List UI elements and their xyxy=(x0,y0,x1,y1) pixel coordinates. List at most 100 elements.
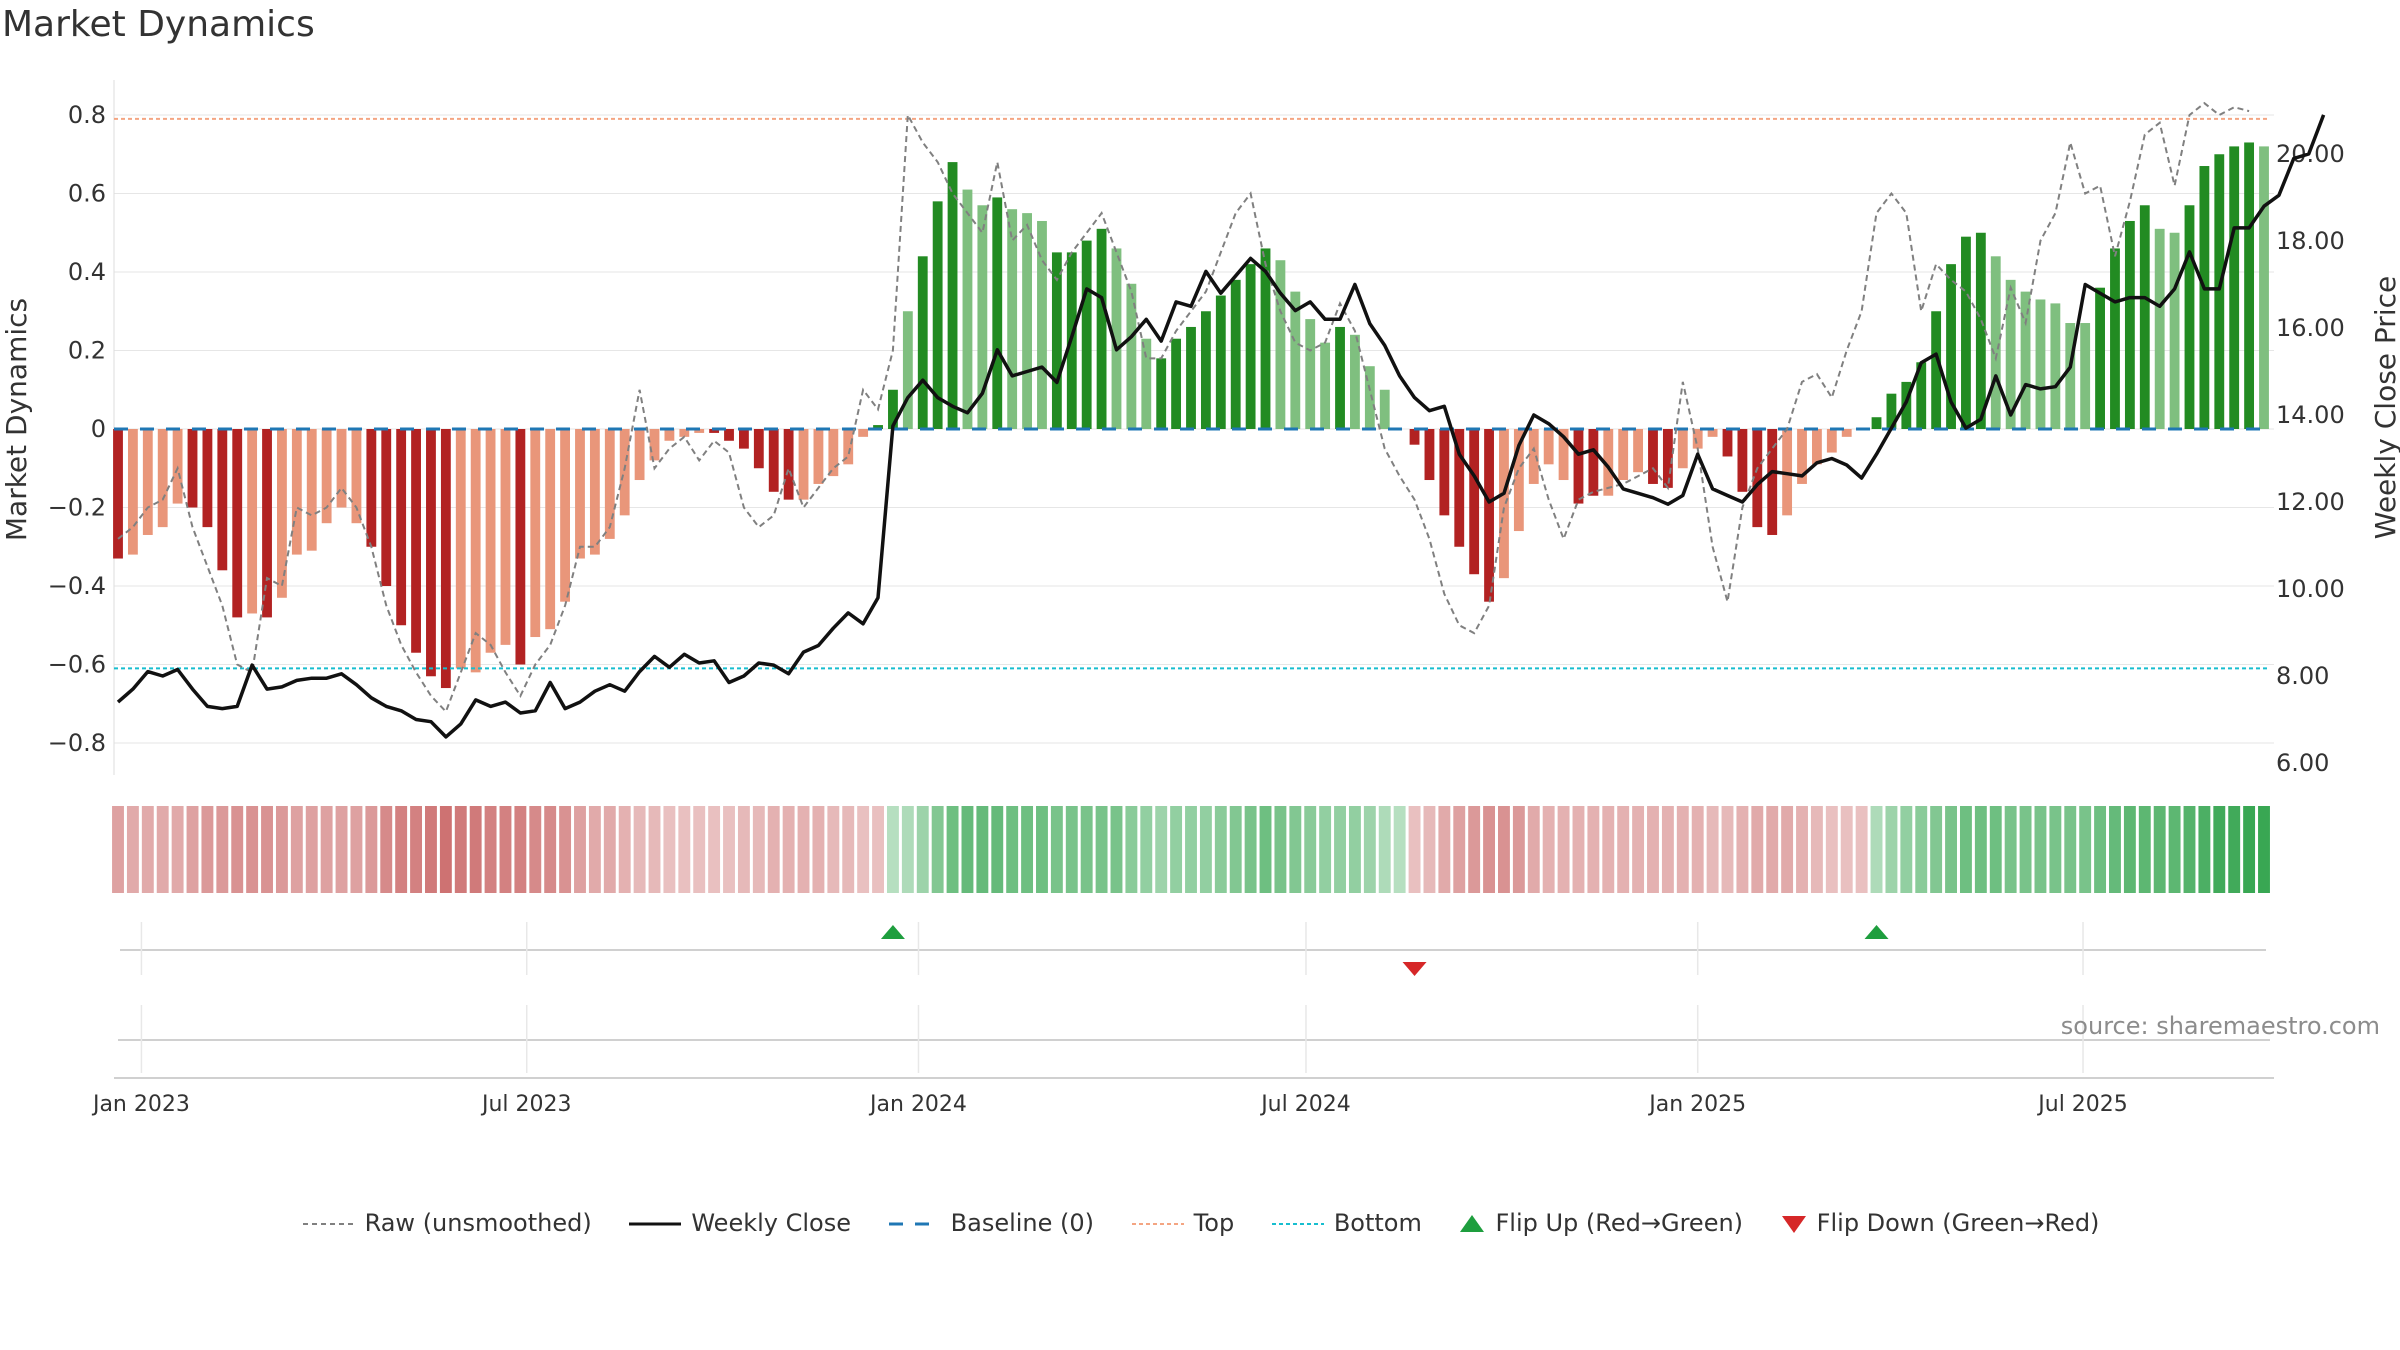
bar xyxy=(1499,429,1509,579)
regime-cell xyxy=(380,806,393,893)
regime-cell xyxy=(1453,806,1466,893)
bar xyxy=(1767,429,1778,535)
bar xyxy=(1096,228,1107,429)
bar xyxy=(888,389,898,429)
y-tick-label: −0.2 xyxy=(48,494,106,522)
y-tick-label: 0.4 xyxy=(68,258,106,286)
regime-cell xyxy=(1602,806,1615,893)
bar xyxy=(2080,323,2091,429)
regime-cell xyxy=(588,806,601,893)
y2-axis-label: Weekly Close Price xyxy=(2369,276,2400,539)
regime-cell xyxy=(1170,806,1183,893)
regime-cell xyxy=(1095,806,1108,893)
regime-cell xyxy=(752,806,765,893)
bar xyxy=(1037,220,1047,429)
regime-cell xyxy=(1542,806,1555,893)
regime-cell xyxy=(723,806,735,893)
regime-cell xyxy=(112,806,124,893)
regime-cell xyxy=(559,806,572,893)
regime-cell xyxy=(1021,806,1034,893)
regime-cell xyxy=(529,806,542,893)
bar xyxy=(1215,295,1226,429)
bar xyxy=(515,429,526,665)
bar xyxy=(1364,366,1375,429)
regime-cell xyxy=(1304,806,1317,893)
regime-cell xyxy=(1110,806,1123,893)
bar xyxy=(1633,429,1644,473)
regime-cell xyxy=(1661,806,1674,893)
regime-cell xyxy=(842,806,855,893)
regime-cell xyxy=(201,806,214,893)
regime-cell xyxy=(2109,806,2121,893)
x-tick-label: Jul 2024 xyxy=(1259,1092,1351,1117)
regime-cell xyxy=(1408,806,1421,893)
y-tick-label: −0.8 xyxy=(48,729,106,757)
bar xyxy=(366,429,377,547)
regime-cell xyxy=(1483,806,1496,893)
regime-cell xyxy=(1319,806,1332,893)
bar xyxy=(1826,429,1837,453)
bar xyxy=(2124,220,2135,429)
regime-cell xyxy=(1334,806,1346,893)
bar xyxy=(619,429,630,516)
regime-cell xyxy=(2049,806,2062,893)
bar xyxy=(1573,429,1584,504)
regime-cell xyxy=(2019,806,2032,893)
bar xyxy=(142,429,153,535)
bar xyxy=(157,429,168,528)
bar xyxy=(977,205,988,429)
bar xyxy=(1737,429,1748,492)
regime-cell xyxy=(678,806,691,893)
regime-cell xyxy=(1900,806,1913,893)
chart-title: Market Dynamics xyxy=(2,4,315,45)
regime-cell xyxy=(2153,806,2166,893)
bar xyxy=(783,429,794,500)
bar xyxy=(2259,146,2269,429)
bar xyxy=(1141,338,1152,429)
regime-cell xyxy=(1140,806,1153,893)
bar xyxy=(113,429,123,559)
legend-flip-up: Flip Up (Red→Green) xyxy=(1457,1209,1743,1237)
y2-tick-label: 16.00 xyxy=(2276,314,2345,342)
regime-cell xyxy=(618,806,631,893)
regime-cell xyxy=(1498,806,1510,893)
regime-cell xyxy=(1363,806,1376,893)
legend: Raw (unsmoothed) Weekly Close Baseline (… xyxy=(0,1208,2400,1237)
bar xyxy=(291,429,302,555)
regime-cell xyxy=(737,806,750,893)
regime-cell xyxy=(976,806,989,893)
bar xyxy=(828,429,839,477)
bar xyxy=(1230,279,1241,429)
raw-line xyxy=(117,101,2250,714)
bar xyxy=(649,429,660,461)
bar xyxy=(306,429,317,551)
bar xyxy=(321,429,332,524)
bar xyxy=(426,429,436,677)
bar xyxy=(902,311,913,429)
bar xyxy=(992,197,1003,429)
regime-cell xyxy=(782,806,795,893)
bar xyxy=(679,429,690,437)
regime-cell xyxy=(544,806,557,893)
legend-bottom-swatch xyxy=(1271,1223,1324,1225)
regime-cell xyxy=(2198,806,2211,893)
bar xyxy=(813,429,824,484)
y2-tick-label: 8.00 xyxy=(2276,662,2329,690)
regime-cell xyxy=(991,806,1004,893)
bar xyxy=(262,429,272,618)
regime-cell xyxy=(290,806,303,893)
bar xyxy=(2020,291,2031,429)
regime-cell xyxy=(484,806,497,893)
y2-tick-label: 10.00 xyxy=(2276,575,2345,603)
regime-cell xyxy=(797,806,810,893)
regime-cell xyxy=(1080,806,1093,893)
bar xyxy=(664,429,675,441)
regime-cell xyxy=(1259,806,1272,893)
regime-cell xyxy=(1244,806,1257,893)
regime-cell xyxy=(1036,806,1048,893)
regime-cell xyxy=(1840,806,1853,893)
bar xyxy=(2035,299,2046,429)
bar xyxy=(1081,240,1092,429)
regime-cell xyxy=(335,806,348,893)
bar xyxy=(1961,236,1971,429)
